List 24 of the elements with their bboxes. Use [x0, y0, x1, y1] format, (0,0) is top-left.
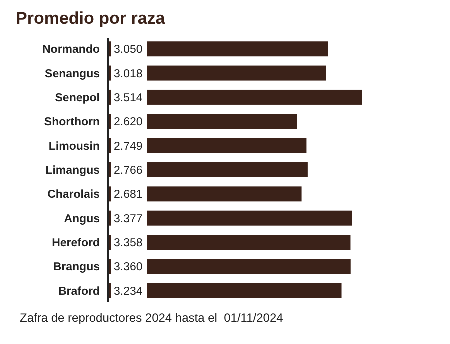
data-label: 2.620: [114, 116, 143, 129]
data-label: 3.050: [114, 44, 143, 56]
y-tick-label: Normando: [42, 44, 100, 56]
data-label: 2.681: [114, 189, 143, 202]
data-label: 3.358: [114, 238, 143, 250]
y-tick-label: Limousin: [48, 140, 100, 153]
data-label: 2.749: [114, 140, 143, 153]
y-tick-label: Braford: [58, 286, 100, 298]
y-tick-label: Limangus: [46, 165, 100, 178]
chart-title: Promedio por raza: [16, 9, 166, 28]
data-label: 3.018: [114, 68, 143, 80]
data-label: 3.234: [114, 286, 144, 298]
y-tick-label: Senangus: [45, 68, 100, 80]
y-tick-label: Angus: [64, 213, 100, 226]
y-tick-label: Shorthorn: [44, 116, 100, 129]
text: Zafra de reproductores 2024 hasta el 01/11/2024: [20, 311, 284, 325]
y-tick-label: Brangus: [53, 262, 100, 274]
data-label: 3.514: [114, 92, 144, 104]
data-label: 3.377: [114, 213, 143, 226]
data-label: 2.766: [114, 165, 143, 178]
y-tick-label: Senepol: [55, 92, 100, 104]
y-tick-label: Hereford: [52, 238, 100, 250]
y-tick-label: Charolais: [48, 189, 100, 202]
data-label: 3.360: [114, 262, 143, 274]
